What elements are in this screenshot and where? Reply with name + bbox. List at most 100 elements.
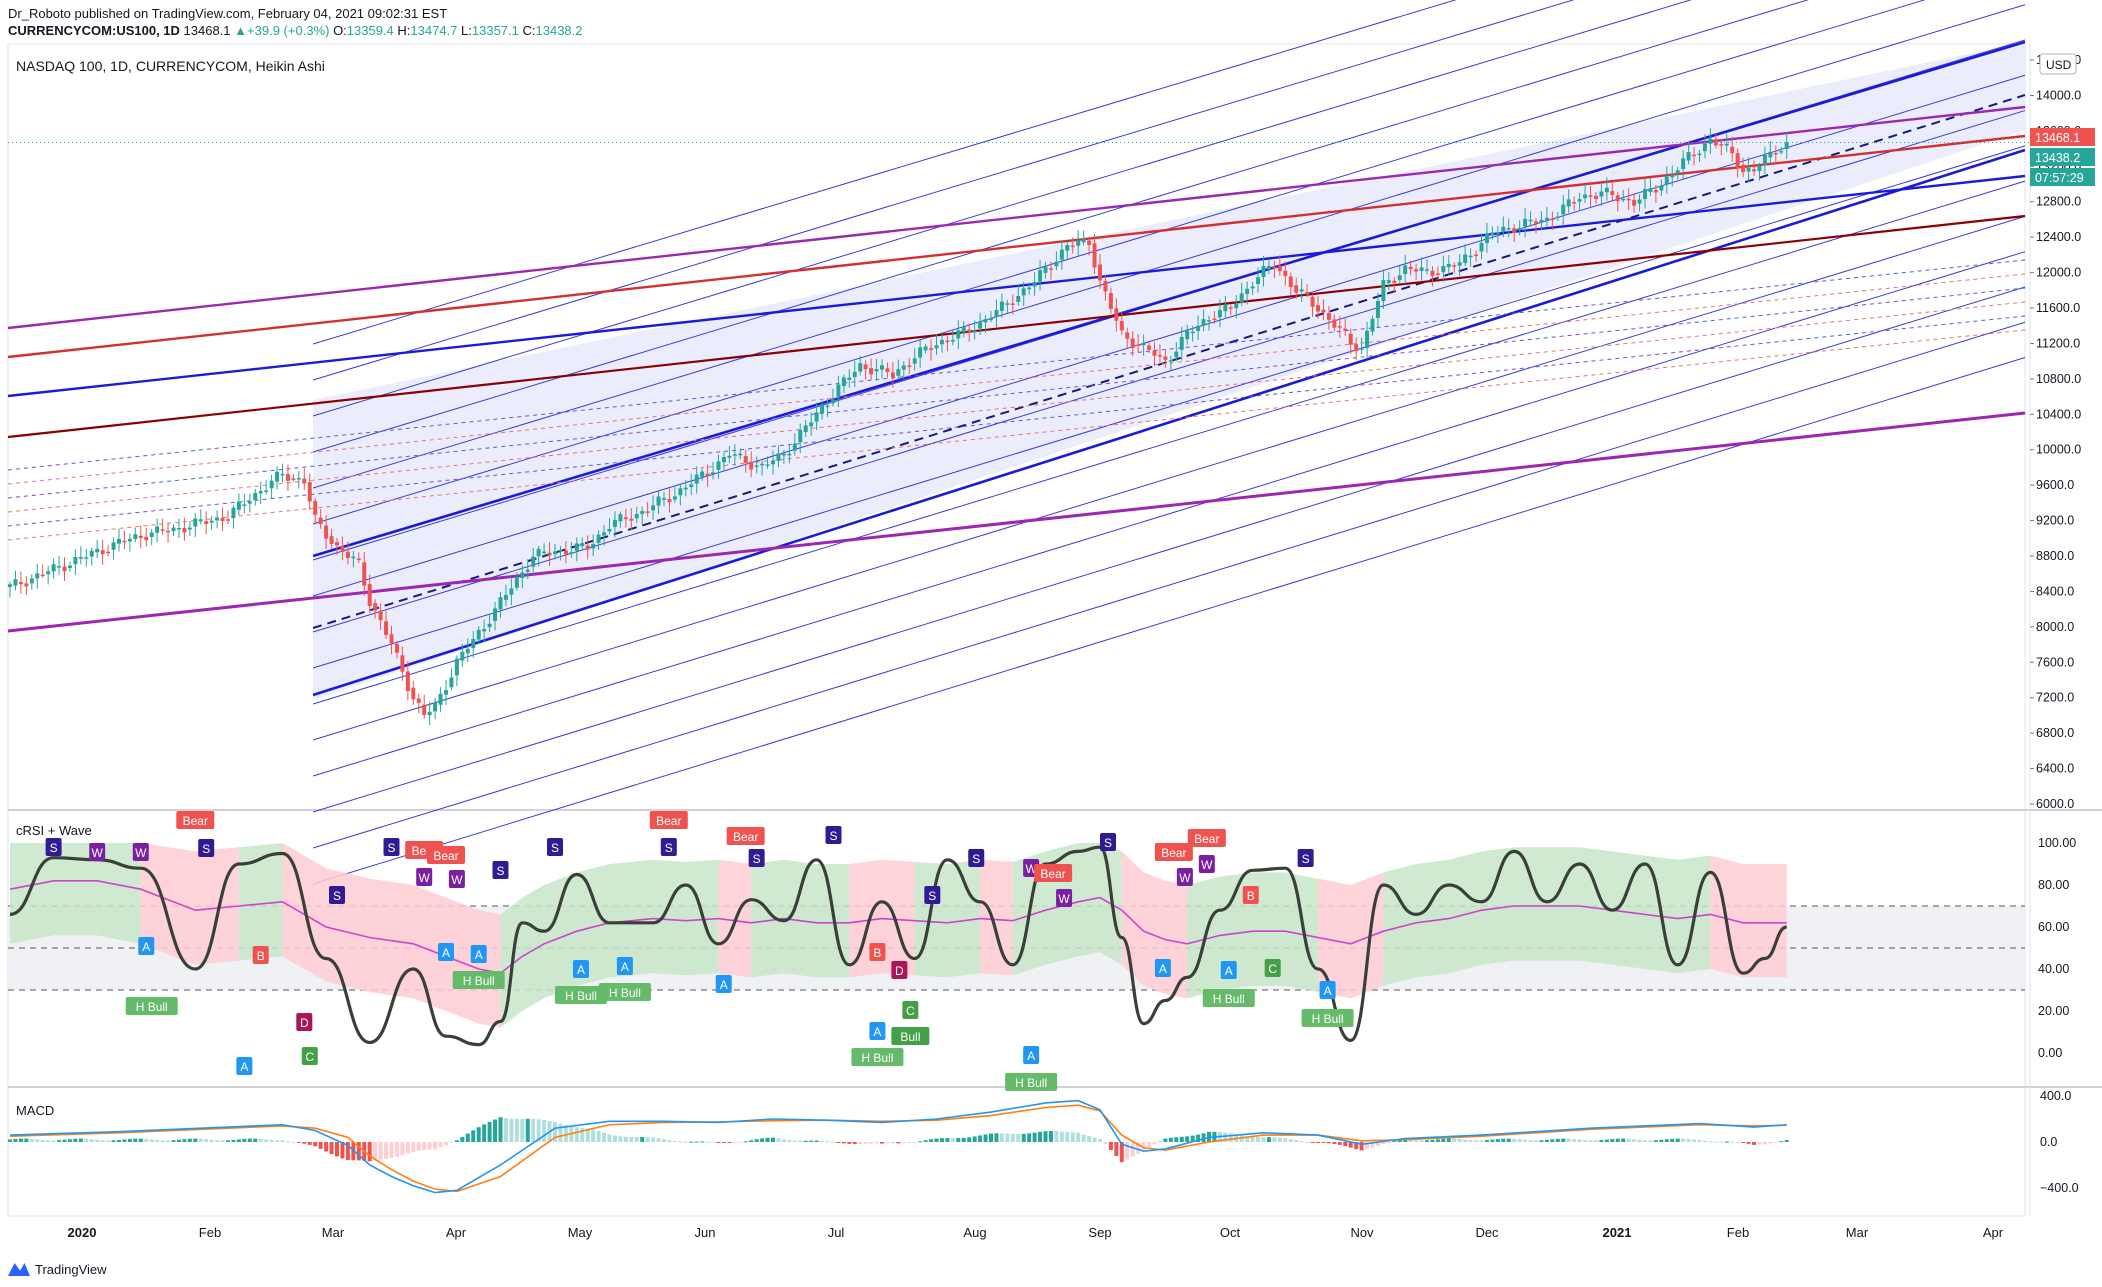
macd-histogram-bar xyxy=(994,1133,999,1142)
signal-marker-d-text: D xyxy=(895,964,904,978)
macd-histogram-bar xyxy=(35,1139,40,1142)
candle-body xyxy=(1261,266,1266,278)
macd-histogram-bar xyxy=(503,1118,508,1142)
candle-body xyxy=(1659,185,1664,191)
macd-histogram-bar xyxy=(1397,1139,1402,1142)
candle-body xyxy=(100,550,105,555)
x-tick-label: May xyxy=(568,1225,593,1240)
candle-body xyxy=(1386,280,1391,283)
macd-histogram-bar xyxy=(1757,1142,1762,1145)
crsi-line xyxy=(9,845,1788,1047)
candle-body xyxy=(400,655,405,672)
candle-body xyxy=(1032,282,1037,287)
macd-histogram-bar xyxy=(999,1133,1004,1142)
signal-marker-s-text: S xyxy=(1302,852,1310,866)
candle-body xyxy=(57,566,62,568)
macd-histogram-bar xyxy=(983,1134,988,1142)
macd-histogram-bar xyxy=(1375,1142,1380,1146)
macd-histogram-bar xyxy=(1713,1141,1718,1143)
candle-body xyxy=(296,478,301,480)
signal-marker-bull-text: Bull xyxy=(900,1030,920,1044)
candle-body xyxy=(1239,293,1244,303)
macd-histogram-bar xyxy=(231,1139,236,1142)
price-label-box xyxy=(2030,128,2095,146)
macd-histogram-bar xyxy=(754,1139,759,1142)
candle-body xyxy=(1534,221,1538,224)
macd-histogram-bar xyxy=(285,1141,290,1143)
crsi-cloud-segment xyxy=(783,859,817,978)
candle-body xyxy=(1637,199,1642,204)
signal-marker-a-text: A xyxy=(142,940,150,954)
candle-body xyxy=(820,405,825,414)
signal-marker-hbull-text: H Bull xyxy=(136,1000,168,1014)
macd-histogram-bar xyxy=(1419,1140,1424,1142)
macd-histogram-bar xyxy=(1343,1142,1348,1147)
signal-marker-w-text: W xyxy=(1179,871,1191,885)
candle-body xyxy=(918,347,923,358)
candle-body xyxy=(1370,318,1375,332)
candle-body xyxy=(781,453,786,456)
candle-body xyxy=(1719,144,1724,146)
pitchfork-line xyxy=(312,145,2026,669)
candle-body xyxy=(1228,307,1233,309)
candle-body xyxy=(1141,343,1146,346)
purple-support-line xyxy=(7,411,2026,633)
currency-button[interactable] xyxy=(2039,53,2077,75)
macd-histogram-bar xyxy=(896,1142,901,1144)
signal-marker-b-text: B xyxy=(1247,889,1255,903)
macd-histogram-bar xyxy=(667,1140,672,1142)
candle-body xyxy=(362,562,367,586)
candle-body xyxy=(40,574,45,577)
macd-histogram-bar xyxy=(460,1137,465,1142)
macd-histogram-bar xyxy=(1190,1135,1195,1142)
macd-histogram-bar xyxy=(18,1138,23,1142)
candle-body xyxy=(1724,143,1729,146)
x-tick-label: Feb xyxy=(1727,1225,1749,1240)
macd-histogram-bar xyxy=(1692,1139,1697,1142)
tradingview-logo[interactable]: TradingView xyxy=(8,1262,107,1277)
low-label: L: xyxy=(461,23,472,38)
macd-histogram-bar xyxy=(324,1142,329,1152)
signal-marker-bear-text: Bear xyxy=(183,814,208,828)
signal-marker-s xyxy=(198,839,215,857)
macd-histogram-bar xyxy=(133,1138,138,1142)
signal-marker-bear-text: Bear xyxy=(1040,867,1065,881)
signal-marker-s xyxy=(1297,849,1314,867)
open-value: 13359.4 xyxy=(346,23,394,38)
signal-marker-hbull xyxy=(1301,1009,1354,1027)
price-label-box xyxy=(2030,168,2095,186)
macd-histogram-bar xyxy=(798,1140,803,1142)
signal-marker-a-text: A xyxy=(442,946,450,960)
macd-histogram-bar xyxy=(62,1139,67,1142)
candle-body xyxy=(1277,265,1282,272)
macd-histogram-bar xyxy=(1326,1142,1331,1144)
x-tick-label: 2021 xyxy=(1603,1225,1632,1240)
signal-marker-a xyxy=(869,1022,886,1040)
macd-histogram-bar xyxy=(155,1139,160,1142)
macd-histogram-bar xyxy=(1615,1138,1620,1142)
signal-marker-bear xyxy=(427,846,465,864)
candle-body xyxy=(1048,268,1053,270)
candle-body xyxy=(1670,174,1675,178)
symbol[interactable]: CURRENCYCOM:US100, 1D xyxy=(8,23,180,38)
macd-histogram-bar xyxy=(1659,1139,1664,1142)
macd-histogram-bar xyxy=(1463,1139,1468,1142)
y-tick-label: 12000.0 xyxy=(2036,266,2081,280)
candle-body xyxy=(1479,242,1484,252)
candle-body xyxy=(983,319,988,323)
pitchfork-line xyxy=(312,251,2026,777)
signal-marker-w xyxy=(89,843,106,861)
crsi-cloud-segment xyxy=(1764,864,1787,978)
macd-histogram-bar xyxy=(335,1142,339,1157)
candle-body xyxy=(765,464,770,466)
candle-body xyxy=(836,384,841,397)
macd-histogram-bar xyxy=(1408,1139,1413,1142)
macd-histogram-bar xyxy=(296,1142,301,1143)
candle-body xyxy=(907,365,912,367)
crsi-cloud-segment xyxy=(140,843,196,965)
candle-body xyxy=(1577,199,1582,202)
candle-body xyxy=(313,501,318,515)
signal-marker-d xyxy=(296,1013,313,1031)
candle-body xyxy=(1517,227,1522,230)
